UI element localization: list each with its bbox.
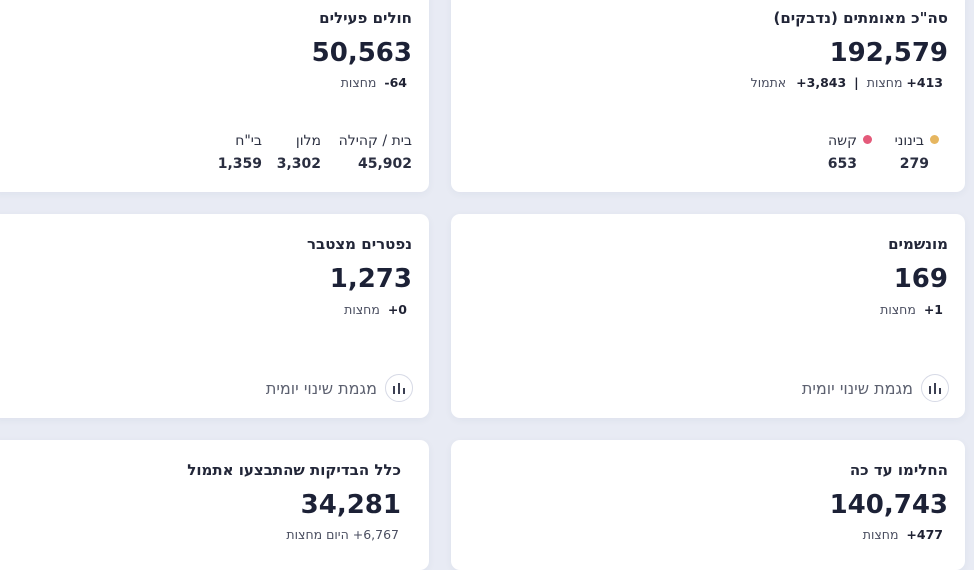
breakdown-hotel-label: מלון bbox=[295, 133, 321, 149]
separator: | bbox=[854, 75, 859, 90]
total-value: 169 bbox=[893, 264, 948, 294]
change-count: 0+ bbox=[387, 302, 407, 317]
breakdown-hotel-value: 3,302 bbox=[276, 156, 321, 172]
total-value: 34,281 bbox=[300, 490, 401, 520]
change-label: מחצות bbox=[862, 527, 899, 542]
total-value: 192,579 bbox=[829, 38, 948, 68]
card-title: סה"כ מאומתים (נדבקים) bbox=[773, 9, 948, 27]
breakdown-home-label: בית / קהילה bbox=[338, 133, 412, 149]
card-title: נפטרים מצטבר bbox=[307, 235, 412, 253]
severe-dot-icon bbox=[863, 135, 872, 144]
change-label: מחצות bbox=[880, 302, 916, 317]
card-active: חולים פעילים 50,563 64- מחצות בית / קהיל… bbox=[0, 0, 429, 192]
breakdown-hospital-value: 1,359 bbox=[217, 156, 262, 172]
change-label: מחצות bbox=[340, 75, 377, 90]
moderate-dot-icon bbox=[930, 135, 939, 144]
card-confirmed: סה"כ מאומתים (נדבקים) 192,579 413+ מחצות… bbox=[451, 0, 965, 192]
daily-trend-label: מגמת שינוי יומית bbox=[801, 378, 913, 398]
severity-severe-label: קשה bbox=[828, 133, 872, 149]
change-count: 64- bbox=[384, 75, 407, 90]
change-line: 477+ מחצות bbox=[863, 527, 943, 542]
yesterday-label: אתמול bbox=[750, 75, 787, 90]
breakdown-home-value: 45,902 bbox=[357, 156, 412, 172]
change-line: 1+ מחצות bbox=[880, 302, 943, 317]
card-deceased: נפטרים מצטבר 1,273 0+ מחצות מגמת שינוי י… bbox=[0, 214, 429, 418]
card-ventilated: מונשמים 169 1+ מחצות מגמת שינוי יומית bbox=[451, 214, 965, 418]
midnight-label: מחצות bbox=[866, 75, 903, 90]
card-title: מונשמים bbox=[888, 235, 948, 253]
severity-severe-value: 653 bbox=[827, 156, 857, 172]
change-count: 1+ bbox=[923, 302, 943, 317]
daily-trend-button[interactable]: מגמת שינוי יומית bbox=[802, 374, 949, 402]
total-value: 50,563 bbox=[311, 38, 412, 68]
severity-moderate-value: 279 bbox=[899, 156, 929, 172]
yesterday-count: 3,843+ bbox=[796, 75, 847, 90]
midnight-count: 413+ bbox=[906, 75, 943, 90]
change-count: 477+ bbox=[906, 527, 943, 542]
daily-trend-label: מגמת שינוי יומית bbox=[265, 378, 377, 398]
change-label: מחצות bbox=[344, 302, 380, 317]
total-value: 140,743 bbox=[829, 490, 948, 520]
card-title: כלל הבדיקות שהתבצעו אתמול bbox=[187, 461, 401, 479]
card-title: חולים פעילים bbox=[319, 9, 412, 27]
card-title: החלימו עד כה bbox=[849, 461, 948, 479]
card-recovered: החלימו עד כה 140,743 477+ מחצות bbox=[451, 440, 965, 570]
daily-trend-button[interactable]: מגמת שינוי יומית bbox=[266, 374, 413, 402]
change-line: 0+ מחצות bbox=[344, 302, 407, 317]
bar-chart-icon bbox=[921, 374, 949, 402]
severity-moderate-label: בינוני bbox=[895, 133, 939, 149]
bar-chart-icon bbox=[385, 374, 413, 402]
card-tests: כלל הבדיקות שהתבצעו אתמול 34,281 6,767+ … bbox=[0, 440, 429, 570]
change-line: 64- מחצות bbox=[341, 75, 407, 90]
total-value: 1,273 bbox=[329, 264, 412, 294]
change-line: 413+ מחצות | 3,843+ אתמול bbox=[751, 75, 943, 90]
change-line: 6,767+ היום מחצות bbox=[286, 527, 399, 542]
breakdown-hospital-label: בי"ח bbox=[235, 133, 262, 149]
